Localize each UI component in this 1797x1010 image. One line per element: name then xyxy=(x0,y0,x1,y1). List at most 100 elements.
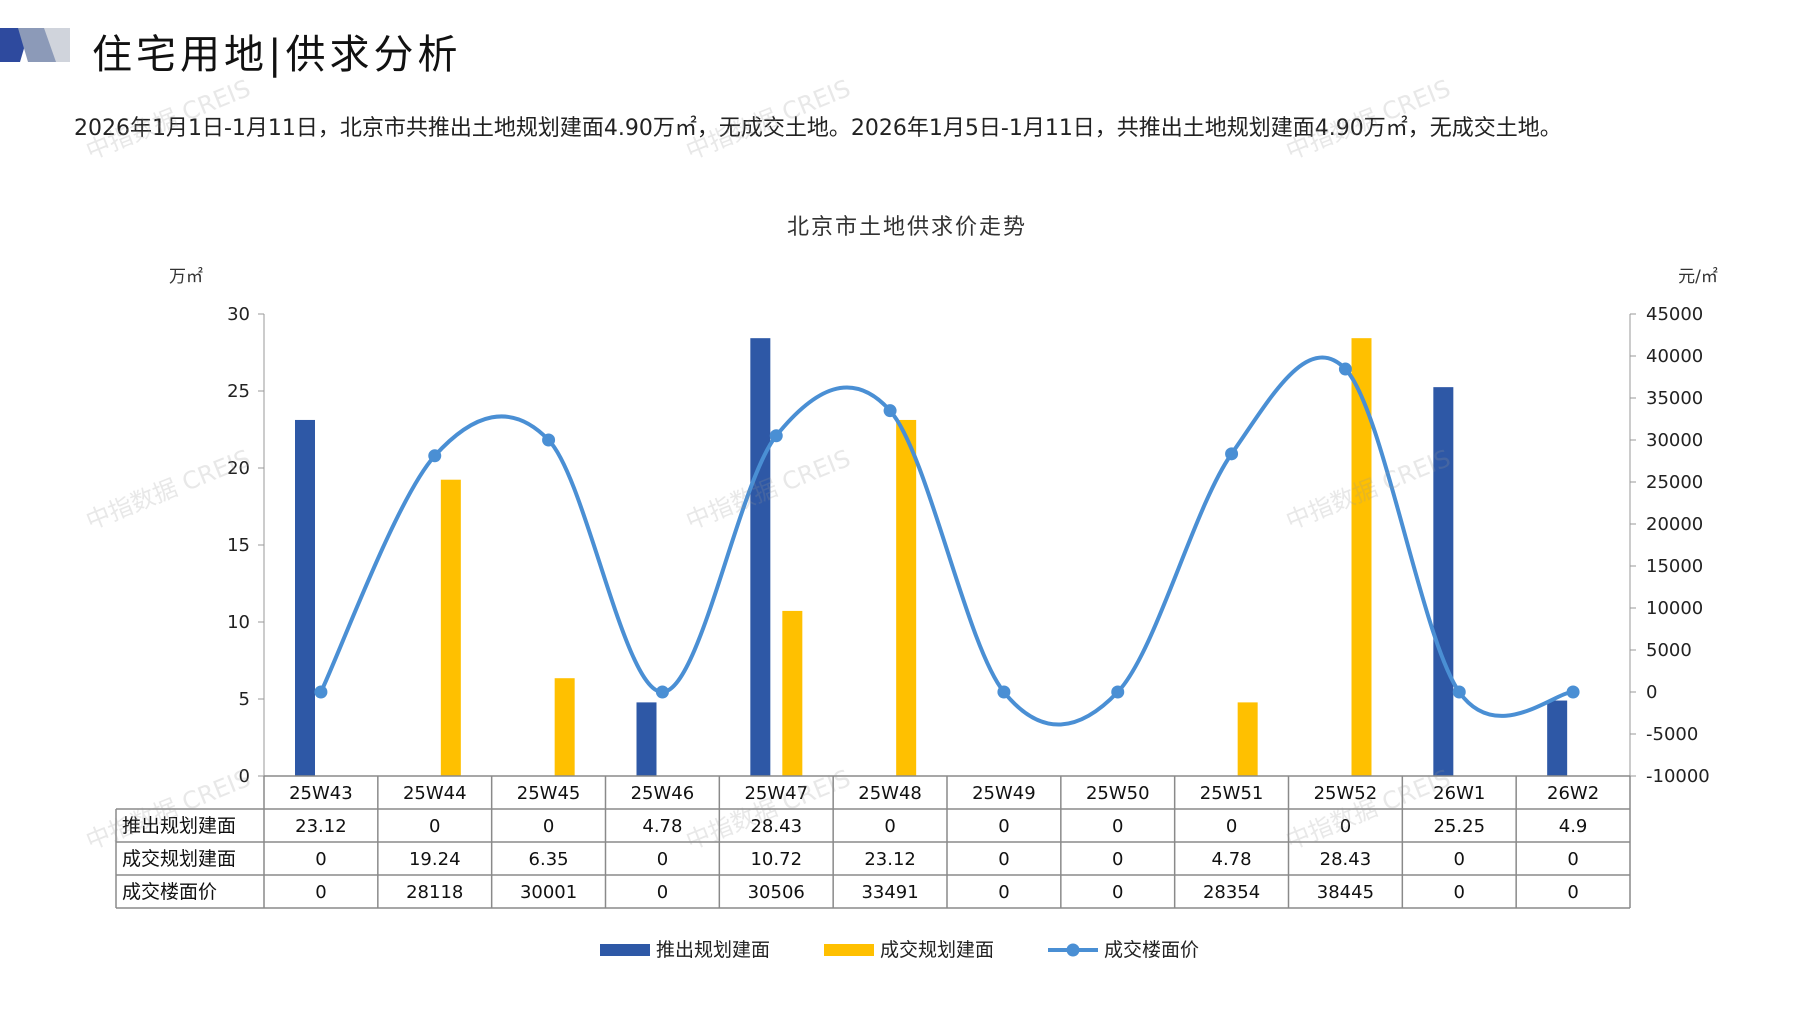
table-cell: 0 xyxy=(1454,849,1465,870)
x-tick-label: 25W43 xyxy=(289,783,353,804)
x-tick-label: 25W50 xyxy=(1086,783,1150,804)
table-cell: 33491 xyxy=(861,882,918,903)
table-cell: 19.24 xyxy=(409,849,461,870)
point-price-25W44 xyxy=(428,449,442,463)
table-cell: 28118 xyxy=(406,882,463,903)
bar-deal-25W47 xyxy=(782,610,803,776)
y-axis-left-tick-label: 15 xyxy=(227,535,250,556)
table-cell: 0 xyxy=(1226,816,1237,837)
y-axis-left-tick-label: 10 xyxy=(227,612,250,633)
page-title: 住宅用地|供求分析 xyxy=(92,32,462,78)
table-cell: 0 xyxy=(429,816,440,837)
table-cell: 23.12 xyxy=(295,816,347,837)
table-cell: 0 xyxy=(315,882,326,903)
y-axis-right-tick-label: 35000 xyxy=(1646,388,1703,409)
table-cell: 0 xyxy=(998,849,1009,870)
bar-supply-25W43 xyxy=(295,419,315,776)
bar-deal-25W44 xyxy=(440,479,461,776)
table-row-label: 推出规划建面 xyxy=(122,815,236,837)
y-axis-right-tick-label: -5000 xyxy=(1646,724,1698,745)
y-axis-right-tick-label: 0 xyxy=(1646,682,1657,703)
x-tick-label: 26W1 xyxy=(1433,783,1485,804)
bar-supply-25W47 xyxy=(750,338,771,776)
x-tick-label: 25W47 xyxy=(744,783,808,804)
legend-label-deal: 成交规划建面 xyxy=(880,939,994,961)
table-cell: 30506 xyxy=(748,882,805,903)
table-cell: 4.9 xyxy=(1559,816,1588,837)
legend-marker-price xyxy=(1066,943,1080,957)
x-tick-label: 25W48 xyxy=(858,783,922,804)
x-tick-label: 25W46 xyxy=(631,783,695,804)
y-axis-right-tick-label: -10000 xyxy=(1646,766,1710,787)
x-tick-label: 25W51 xyxy=(1200,783,1264,804)
y-axis-right-tick-label: 45000 xyxy=(1646,304,1703,325)
y-axis-right-tick-label: 25000 xyxy=(1646,472,1703,493)
y-axis-right-tick-label: 20000 xyxy=(1646,514,1703,535)
x-tick-label: 25W52 xyxy=(1314,783,1378,804)
point-price-25W49 xyxy=(997,685,1011,699)
y-axis-left-tick-label: 5 xyxy=(239,689,250,710)
table-cell: 4.78 xyxy=(642,816,682,837)
y-axis-right-tick-label: 15000 xyxy=(1646,556,1703,577)
table-cell: 30001 xyxy=(520,882,577,903)
point-price-25W48 xyxy=(883,404,897,418)
point-price-25W46 xyxy=(655,685,669,699)
y-axis-right-tick-label: 5000 xyxy=(1646,640,1692,661)
y-axis-right-unit: 元/㎡ xyxy=(1678,267,1718,287)
page-header: 住宅用地|供求分析 xyxy=(0,0,1797,90)
table-cell: 4.78 xyxy=(1212,849,1252,870)
table-cell: 6.35 xyxy=(529,849,569,870)
x-tick-label: 25W44 xyxy=(403,783,467,804)
point-price-25W43 xyxy=(314,685,328,699)
bar-deal-25W51 xyxy=(1237,702,1258,776)
table-cell: 0 xyxy=(1567,849,1578,870)
y-axis-left-tick-label: 25 xyxy=(227,381,250,402)
y-axis-right-tick-label: 40000 xyxy=(1646,346,1703,367)
table-cell: 23.12 xyxy=(864,849,916,870)
bar-supply-25W46 xyxy=(636,702,657,776)
x-tick-label: 25W45 xyxy=(517,783,581,804)
y-axis-left-tick-label: 30 xyxy=(227,304,250,325)
point-price-25W52 xyxy=(1338,362,1352,376)
table-row-label: 成交规划建面 xyxy=(122,848,236,870)
table-cell: 0 xyxy=(1454,882,1465,903)
legend-label-price: 成交楼面价 xyxy=(1104,939,1199,961)
bar-deal-25W45 xyxy=(554,678,575,776)
point-price-25W47 xyxy=(769,429,783,443)
bar-supply-26W2 xyxy=(1547,700,1568,776)
table-cell: 0 xyxy=(1340,816,1351,837)
table-cell: 38445 xyxy=(1317,882,1374,903)
y-axis-left-tick-label: 0 xyxy=(239,766,250,787)
table-cell: 25.25 xyxy=(1433,816,1485,837)
table-cell: 0 xyxy=(998,882,1009,903)
legend-swatch-supply xyxy=(600,944,650,956)
legend-swatch-deal xyxy=(824,944,874,956)
table-cell: 0 xyxy=(1112,849,1123,870)
table-cell: 28.43 xyxy=(1320,849,1372,870)
table-cell: 0 xyxy=(657,882,668,903)
y-axis-left-tick-label: 20 xyxy=(227,458,250,479)
point-price-25W45 xyxy=(542,433,556,447)
table-cell: 0 xyxy=(543,816,554,837)
y-axis-right-tick-label: 10000 xyxy=(1646,598,1703,619)
bar-deal-25W48 xyxy=(896,419,917,776)
line-price xyxy=(319,355,1574,727)
table-cell: 0 xyxy=(1112,816,1123,837)
y-axis-right-tick-label: 30000 xyxy=(1646,430,1703,451)
legend-label-supply: 推出规划建面 xyxy=(656,939,770,961)
table-cell: 28.43 xyxy=(750,816,802,837)
point-price-26W2 xyxy=(1566,685,1580,699)
summary-text: 2026年1月1日-1月11日，北京市共推出土地规划建面4.90万㎡，无成交土地… xyxy=(74,116,1562,141)
y-axis-left-unit: 万㎡ xyxy=(169,267,203,287)
table-cell: 28354 xyxy=(1203,882,1260,903)
table-cell: 0 xyxy=(884,816,895,837)
table-cell: 0 xyxy=(315,849,326,870)
point-price-26W1 xyxy=(1452,685,1466,699)
point-price-25W50 xyxy=(1111,685,1125,699)
table-cell: 0 xyxy=(1112,882,1123,903)
brand-logo-icon xyxy=(0,28,70,62)
point-price-25W51 xyxy=(1225,447,1239,461)
bar-deal-25W52 xyxy=(1351,338,1372,776)
table-cell: 0 xyxy=(998,816,1009,837)
